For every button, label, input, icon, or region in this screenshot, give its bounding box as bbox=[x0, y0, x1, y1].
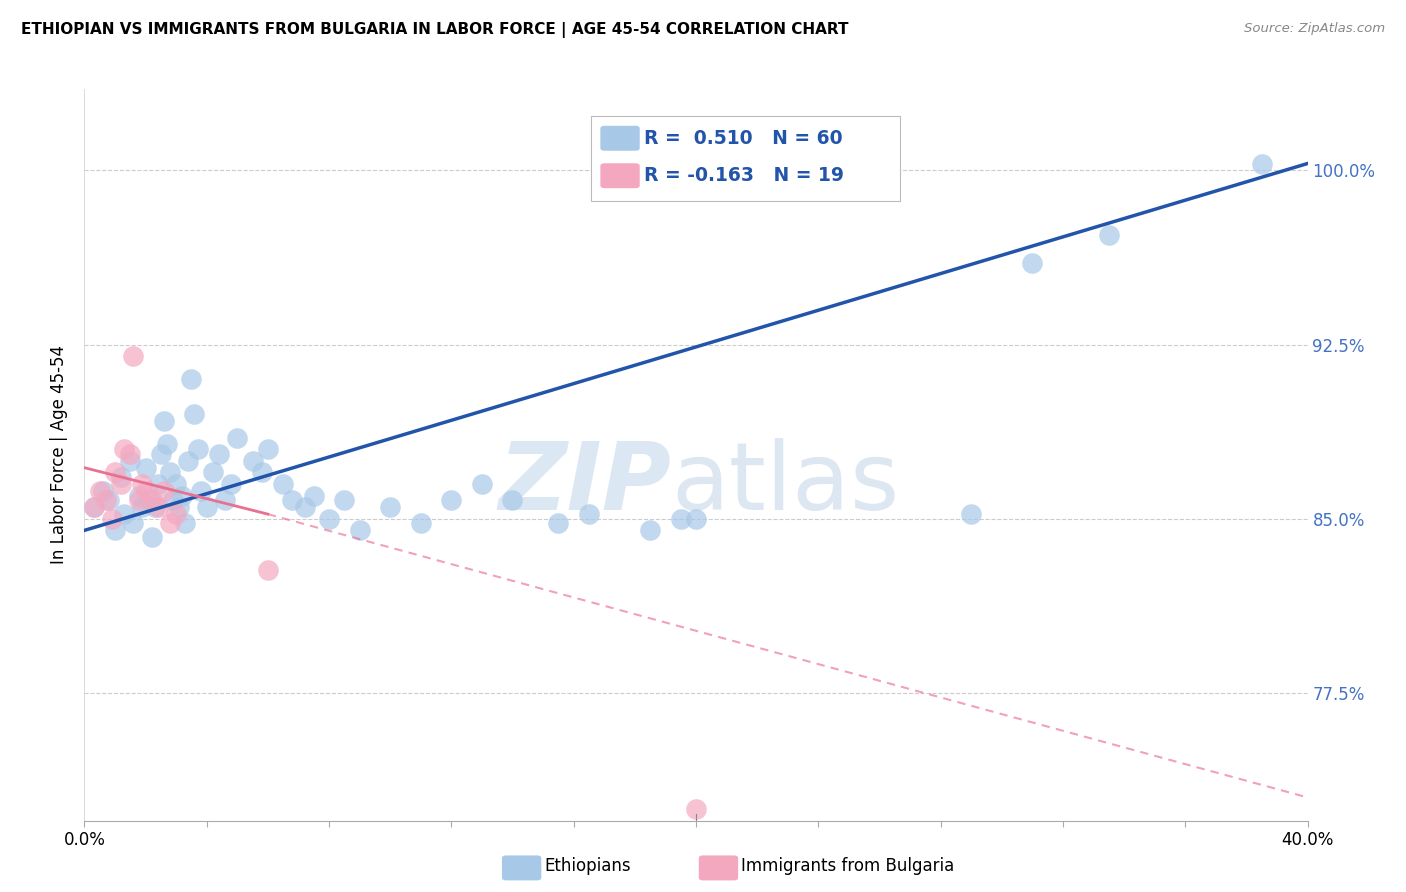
Point bbox=[83, 500, 105, 515]
Point bbox=[201, 466, 224, 480]
Point bbox=[146, 477, 169, 491]
Point bbox=[214, 493, 236, 508]
Point bbox=[120, 454, 142, 468]
Point bbox=[146, 500, 169, 515]
Point bbox=[162, 493, 184, 508]
Point bbox=[167, 500, 190, 515]
Text: R =  0.510   N = 60: R = 0.510 N = 60 bbox=[644, 128, 842, 148]
Point bbox=[97, 493, 120, 508]
Point bbox=[89, 483, 111, 498]
Point bbox=[112, 442, 135, 456]
Point bbox=[219, 477, 242, 491]
Point bbox=[1021, 256, 1043, 270]
Text: Source: ZipAtlas.com: Source: ZipAtlas.com bbox=[1244, 22, 1385, 36]
Point bbox=[302, 489, 325, 503]
Point bbox=[257, 563, 280, 577]
Point bbox=[128, 489, 150, 503]
Point bbox=[271, 477, 294, 491]
Point bbox=[471, 477, 494, 491]
Point bbox=[135, 483, 157, 498]
Point bbox=[159, 516, 181, 531]
Point bbox=[131, 500, 153, 515]
Point bbox=[578, 507, 600, 521]
Point bbox=[807, 168, 830, 182]
Y-axis label: In Labor Force | Age 45-54: In Labor Force | Age 45-54 bbox=[51, 345, 69, 565]
Point bbox=[502, 493, 524, 508]
Point bbox=[440, 493, 463, 508]
Text: Immigrants from Bulgaria: Immigrants from Bulgaria bbox=[741, 857, 955, 875]
Text: ETHIOPIAN VS IMMIGRANTS FROM BULGARIA IN LABOR FORCE | AGE 45-54 CORRELATION CHA: ETHIOPIAN VS IMMIGRANTS FROM BULGARIA IN… bbox=[21, 22, 849, 38]
Point bbox=[1098, 228, 1121, 243]
Text: R = -0.163   N = 19: R = -0.163 N = 19 bbox=[644, 166, 844, 186]
Point bbox=[349, 524, 371, 538]
Point bbox=[112, 507, 135, 521]
Point bbox=[960, 507, 983, 521]
Point bbox=[122, 349, 145, 363]
Point bbox=[110, 477, 132, 491]
Text: Ethiopians: Ethiopians bbox=[544, 857, 631, 875]
Point bbox=[257, 442, 280, 456]
Point bbox=[153, 414, 176, 428]
Point bbox=[165, 507, 187, 521]
Point bbox=[177, 454, 200, 468]
Point bbox=[208, 447, 231, 461]
Point bbox=[138, 493, 160, 508]
Point bbox=[83, 500, 105, 515]
Point bbox=[91, 483, 114, 498]
Point bbox=[186, 442, 208, 456]
Point bbox=[104, 524, 127, 538]
Point bbox=[190, 483, 212, 498]
Point bbox=[1250, 156, 1272, 170]
Point bbox=[120, 447, 142, 461]
Point bbox=[110, 470, 132, 484]
Point bbox=[143, 500, 166, 515]
Point bbox=[669, 512, 692, 526]
Point bbox=[101, 512, 124, 526]
Point bbox=[281, 493, 304, 508]
Point bbox=[294, 500, 316, 515]
Point bbox=[226, 430, 249, 444]
Text: ZIP: ZIP bbox=[499, 438, 672, 530]
Point bbox=[180, 372, 202, 386]
Point bbox=[380, 500, 402, 515]
Point bbox=[685, 512, 707, 526]
Text: atlas: atlas bbox=[672, 438, 900, 530]
Point bbox=[159, 466, 181, 480]
Point bbox=[638, 524, 661, 538]
Point bbox=[318, 512, 340, 526]
Point bbox=[250, 466, 273, 480]
Point bbox=[94, 493, 117, 508]
Point bbox=[172, 489, 194, 503]
Point bbox=[149, 447, 172, 461]
Point bbox=[333, 493, 356, 508]
Point bbox=[104, 466, 127, 480]
Point bbox=[242, 454, 264, 468]
Point bbox=[165, 477, 187, 491]
Point bbox=[131, 477, 153, 491]
Point bbox=[174, 516, 197, 531]
Point bbox=[409, 516, 432, 531]
Point bbox=[153, 483, 176, 498]
Point bbox=[547, 516, 569, 531]
Point bbox=[156, 437, 179, 451]
Point bbox=[685, 802, 707, 816]
Point bbox=[195, 500, 218, 515]
Point bbox=[135, 460, 157, 475]
Point bbox=[141, 493, 163, 508]
Point bbox=[122, 516, 145, 531]
Point bbox=[183, 407, 205, 421]
Point bbox=[128, 493, 150, 508]
Point bbox=[141, 530, 163, 544]
